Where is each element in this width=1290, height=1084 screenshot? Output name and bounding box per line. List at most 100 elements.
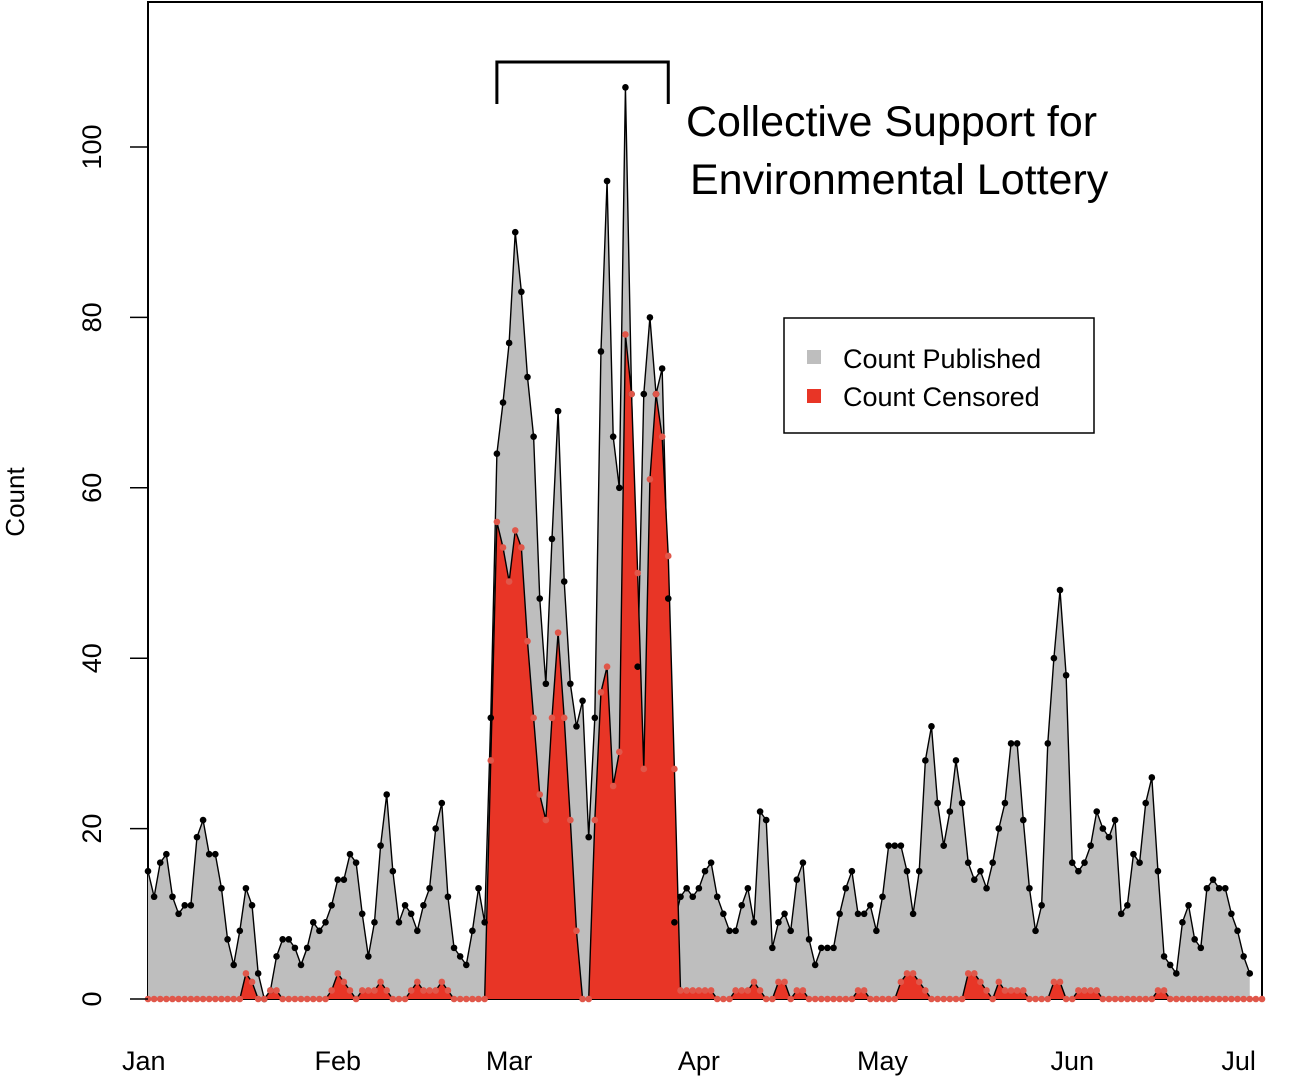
y-tick-label: 20 <box>77 814 107 844</box>
published-point <box>622 84 629 91</box>
published-point <box>940 842 948 849</box>
censored-point <box>866 995 874 1003</box>
censored-point <box>567 816 574 824</box>
published-point <box>279 936 286 943</box>
censored-point <box>1173 995 1180 1003</box>
censored-point <box>267 987 274 994</box>
published-point <box>1007 740 1015 747</box>
published-point <box>303 944 311 952</box>
censored-point <box>579 995 586 1003</box>
censored-point <box>248 978 256 986</box>
censored-point <box>756 987 764 994</box>
published-point <box>401 901 409 909</box>
published-point <box>854 910 862 918</box>
censored-point <box>928 995 935 1003</box>
published-point <box>964 859 972 866</box>
published-point <box>1228 910 1235 918</box>
published-point <box>983 884 990 892</box>
published-point <box>524 373 531 381</box>
published-point <box>732 927 739 935</box>
censored-point <box>1056 978 1064 986</box>
published-point <box>499 399 507 406</box>
censored-point <box>903 970 911 977</box>
censored-point <box>383 987 391 994</box>
published-point <box>163 850 170 858</box>
published-point <box>187 901 195 909</box>
published-point <box>677 893 684 901</box>
published-point <box>230 961 237 969</box>
censored-point <box>824 995 831 1003</box>
censored-point <box>585 995 592 1003</box>
published-point <box>701 867 709 875</box>
published-point <box>695 884 703 892</box>
published-point <box>193 833 201 841</box>
censored-point <box>573 927 580 935</box>
censored-point <box>897 978 905 986</box>
censored-point <box>212 995 219 1003</box>
published-point <box>518 288 525 296</box>
published-point <box>1185 901 1192 909</box>
published-point <box>634 663 641 671</box>
censored-point <box>181 995 189 1003</box>
published-point <box>897 842 905 849</box>
published-point <box>799 859 807 866</box>
published-point <box>218 884 225 892</box>
censored-point <box>689 987 697 994</box>
published-point <box>1173 970 1180 977</box>
censored-point <box>511 527 519 534</box>
censored-point <box>328 987 335 994</box>
published-point <box>946 808 954 815</box>
published-point <box>212 850 219 858</box>
censored-point <box>934 995 941 1003</box>
published-point <box>316 927 323 935</box>
published-point <box>671 919 678 926</box>
censored-point <box>952 995 960 1003</box>
published-point <box>505 339 513 347</box>
published-point <box>1234 927 1241 935</box>
published-point <box>420 901 427 909</box>
censored-point <box>1007 987 1015 994</box>
censored-point <box>1087 987 1094 994</box>
published-point <box>511 228 519 236</box>
censored-point <box>224 995 231 1003</box>
published-point <box>456 953 464 960</box>
censored-point <box>793 987 801 994</box>
x-tick-label: Apr <box>678 1046 720 1076</box>
censored-point <box>750 978 758 986</box>
published-point <box>866 901 874 909</box>
censored-point <box>738 987 746 994</box>
censored-point <box>1234 995 1241 1003</box>
censored-point <box>1166 995 1174 1003</box>
censored-point <box>628 390 635 398</box>
published-point <box>903 867 911 875</box>
published-point <box>658 365 666 372</box>
published-point <box>591 714 599 722</box>
censored-point <box>1062 995 1070 1003</box>
censored-point <box>995 978 1003 986</box>
censored-point <box>1154 987 1162 994</box>
published-point <box>885 842 892 849</box>
published-point <box>554 407 562 415</box>
censored-point <box>254 995 262 1003</box>
censored-point <box>1179 995 1186 1003</box>
published-point <box>977 867 984 875</box>
censored-point <box>591 816 599 824</box>
censored-point <box>554 629 562 636</box>
censored-point <box>1240 995 1247 1003</box>
censored-point <box>909 970 917 977</box>
published-point <box>199 816 207 824</box>
censored-point <box>450 995 458 1003</box>
published-point <box>1117 910 1125 918</box>
published-point <box>285 936 293 943</box>
published-point <box>603 177 611 185</box>
legend: Count Published Count Censored <box>783 317 1095 434</box>
published-point <box>793 876 801 884</box>
censored-point <box>481 995 488 1003</box>
published-point <box>530 433 537 440</box>
censored-point <box>713 995 721 1003</box>
censored-point <box>1068 995 1076 1003</box>
censored-point <box>426 987 433 994</box>
censored-point <box>444 987 452 994</box>
published-point <box>1099 825 1107 832</box>
censored-point <box>640 765 648 773</box>
